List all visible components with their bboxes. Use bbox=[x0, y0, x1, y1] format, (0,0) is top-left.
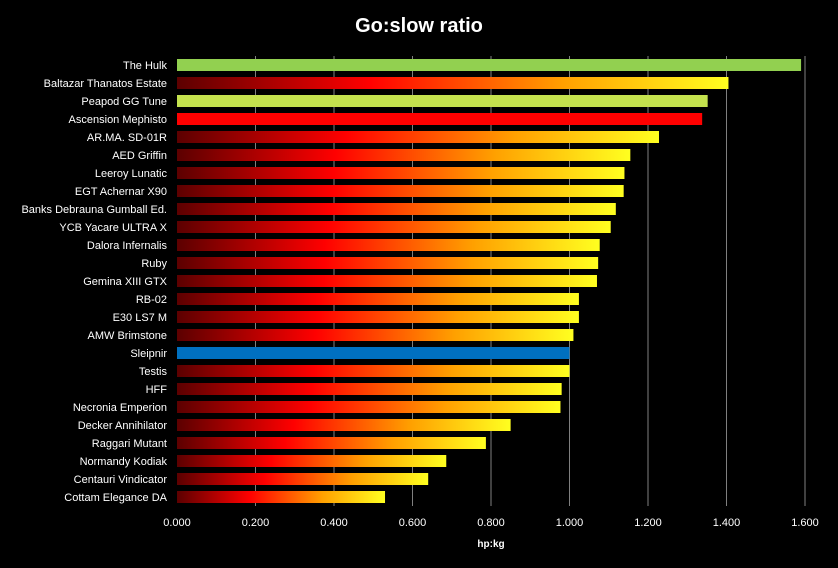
bar bbox=[177, 257, 599, 269]
x-tick-label: 1.000 bbox=[556, 517, 584, 529]
category-label: Sleipnir bbox=[130, 348, 167, 360]
category-label: Dalora Infernalis bbox=[87, 240, 168, 252]
category-label: Necronia Emperion bbox=[73, 402, 167, 414]
bar bbox=[177, 347, 570, 359]
x-tick-labels: 0.000 0.200 0.400 0.600 0.800 1.000 1.200 1.400… bbox=[163, 517, 819, 529]
bar bbox=[177, 275, 597, 287]
category-label: Raggari Mutant bbox=[92, 438, 167, 450]
bar bbox=[177, 293, 579, 305]
bar bbox=[177, 77, 729, 89]
category-label: The Hulk bbox=[123, 60, 168, 72]
bar bbox=[177, 221, 611, 233]
category-label: AMW Brimstone bbox=[88, 330, 167, 342]
bar bbox=[177, 95, 708, 107]
bar bbox=[177, 365, 570, 377]
category-label: Baltazar Thanatos Estate bbox=[44, 78, 167, 90]
category-label: AR.MA. SD-01R bbox=[87, 132, 167, 144]
category-label: Ruby bbox=[141, 258, 167, 270]
category-label: Leeroy Lunatic bbox=[95, 168, 168, 180]
bar bbox=[177, 419, 511, 431]
category-label: Cottam Elegance DA bbox=[64, 492, 167, 504]
bar bbox=[177, 383, 562, 395]
category-label: YCB Yacare ULTRA X bbox=[59, 222, 167, 234]
bar bbox=[177, 59, 802, 71]
bar bbox=[177, 473, 429, 485]
chart-title: Go:slow ratio bbox=[355, 15, 483, 37]
category-label: HFF bbox=[146, 384, 168, 396]
x-tick-label: 0.400 bbox=[320, 517, 348, 529]
bars bbox=[177, 59, 802, 503]
bar bbox=[177, 167, 625, 179]
category-label: Normandy Kodiak bbox=[80, 456, 168, 468]
bar bbox=[177, 185, 624, 197]
bar bbox=[177, 239, 600, 251]
x-axis-title: hp:kg bbox=[477, 539, 504, 550]
bar bbox=[177, 437, 486, 449]
x-tick-label: 0.000 bbox=[163, 517, 191, 529]
category-label: RB-02 bbox=[136, 294, 167, 306]
x-tick-label: 1.200 bbox=[634, 517, 662, 529]
category-label: Centauri Vindicator bbox=[74, 474, 168, 486]
bar bbox=[177, 131, 659, 143]
x-tick-label: 1.400 bbox=[713, 517, 741, 529]
bar bbox=[177, 203, 616, 215]
bar bbox=[177, 401, 561, 413]
x-tick-label: 1.600 bbox=[791, 517, 819, 529]
category-labels: The Hulk Baltazar Thanatos Estate Peapod G… bbox=[21, 60, 167, 504]
category-label: Ascension Mephisto bbox=[69, 114, 167, 126]
category-label: Peapod GG Tune bbox=[81, 96, 167, 108]
x-tick-label: 0.200 bbox=[242, 517, 270, 529]
category-label: EGT Achernar X90 bbox=[75, 186, 167, 198]
category-label: AED Griffin bbox=[112, 150, 167, 162]
bar bbox=[177, 329, 574, 341]
bar bbox=[177, 113, 703, 125]
bar bbox=[177, 491, 386, 503]
x-tick-label: 0.600 bbox=[399, 517, 427, 529]
bar bbox=[177, 149, 631, 161]
category-label: Banks Debrauna Gumball Ed. bbox=[21, 204, 167, 216]
x-tick-label: 0.800 bbox=[477, 517, 505, 529]
category-label: Testis bbox=[139, 366, 168, 378]
bar bbox=[177, 311, 579, 323]
category-label: E30 LS7 M bbox=[113, 312, 167, 324]
category-label: Gemina XIII GTX bbox=[83, 276, 167, 288]
category-label: Decker Annihilator bbox=[78, 420, 168, 432]
bar bbox=[177, 455, 447, 467]
